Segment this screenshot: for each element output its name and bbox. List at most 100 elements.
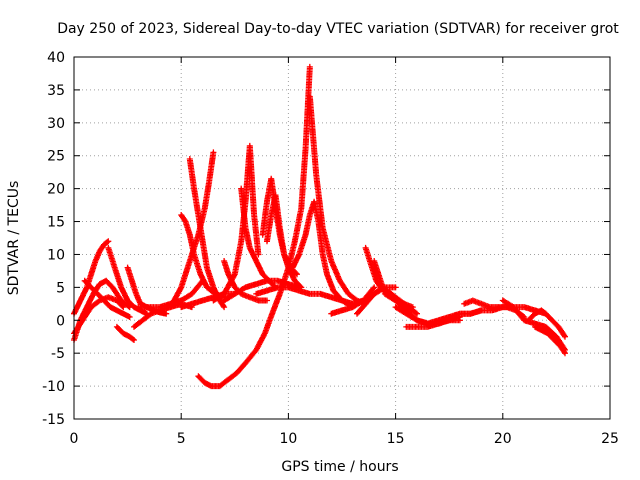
x-tick-label: 0 — [70, 431, 79, 447]
data-point — [94, 259, 97, 263]
data-point — [122, 312, 125, 315]
data-point — [257, 253, 260, 256]
data-point — [308, 292, 312, 296]
data-point — [295, 273, 299, 276]
data-point — [332, 289, 335, 292]
data-point — [222, 292, 226, 296]
data-point — [497, 305, 500, 309]
data-point — [265, 299, 269, 302]
data-point — [394, 299, 397, 302]
x-tick-label: 20 — [494, 431, 512, 447]
data-point — [201, 299, 204, 302]
series-arc-35 — [532, 323, 568, 357]
data-point — [480, 309, 483, 312]
data-point — [113, 266, 116, 269]
data-point — [212, 286, 215, 289]
data-point — [330, 296, 333, 299]
data-point — [563, 351, 567, 355]
data-point — [325, 273, 329, 276]
x-tick-label: 15 — [387, 431, 405, 447]
data-point — [107, 246, 110, 250]
data-point — [111, 286, 114, 289]
data-point — [308, 95, 312, 98]
data-point — [540, 328, 543, 332]
data-point — [134, 292, 138, 296]
tick-layer: 0 5 10 15 20 25 -15 -10 -5 0 5 10 15 20 25 30 35 40 — [42, 50, 619, 447]
data-point — [312, 200, 316, 203]
data-point — [210, 384, 213, 388]
data-point — [192, 253, 196, 256]
data-point — [180, 299, 183, 302]
data-point — [338, 279, 342, 282]
data-point — [330, 259, 333, 263]
data-point — [471, 299, 474, 302]
data-point — [512, 305, 515, 309]
data-point — [394, 286, 397, 289]
data-point — [523, 305, 526, 309]
data-point — [115, 325, 119, 329]
data-point — [141, 319, 144, 322]
data-point — [104, 279, 108, 282]
data-point — [184, 220, 187, 223]
data-point — [330, 312, 333, 315]
data-point — [205, 286, 209, 289]
y-tick-label: 40 — [47, 50, 65, 66]
y-tick-label: -10 — [42, 379, 65, 395]
data-point — [222, 305, 226, 309]
data-point — [233, 286, 236, 289]
data-point — [119, 286, 123, 289]
data-point — [557, 325, 560, 329]
data-point — [244, 226, 247, 230]
data-point — [233, 292, 236, 296]
data-point — [340, 299, 344, 302]
grid-layer — [74, 57, 610, 419]
data-point — [115, 299, 119, 302]
y-tick-label: 10 — [47, 247, 65, 263]
data-point — [122, 305, 125, 309]
data-point — [265, 289, 269, 292]
data-point — [203, 207, 206, 210]
data-point — [405, 325, 408, 329]
y-tick-label: 5 — [56, 280, 65, 296]
data-point — [240, 240, 243, 243]
data-point — [192, 187, 196, 190]
data-point — [188, 259, 191, 263]
data-point — [89, 286, 93, 289]
data-point — [132, 305, 136, 309]
data-point — [265, 200, 269, 203]
data-point — [291, 266, 294, 269]
data-point — [527, 319, 530, 322]
data-point — [265, 279, 269, 282]
data-point — [293, 279, 297, 282]
data-point — [480, 302, 483, 306]
data-point — [415, 319, 419, 322]
data-point — [437, 322, 440, 325]
data-point — [308, 65, 312, 69]
data-point — [381, 286, 384, 289]
data-point — [227, 378, 230, 381]
data-point — [199, 273, 202, 276]
data-point — [164, 312, 168, 315]
data-point — [377, 273, 380, 276]
data-point — [375, 279, 378, 282]
data-point — [212, 151, 215, 154]
data-point — [89, 273, 93, 276]
data-point — [276, 279, 279, 282]
data-point — [278, 292, 282, 296]
data-point — [102, 299, 106, 302]
data-point — [340, 309, 344, 312]
y-tick-label: 15 — [47, 215, 65, 231]
data-point — [411, 305, 414, 309]
data-point — [458, 312, 462, 315]
data-point — [372, 259, 376, 263]
data-point — [81, 319, 84, 322]
data-point — [180, 213, 183, 217]
data-point — [201, 240, 204, 243]
data-point — [83, 279, 86, 282]
data-point — [297, 289, 301, 292]
series-arc-5 — [81, 277, 133, 320]
data-point — [122, 332, 125, 335]
series-arc-13 — [178, 290, 238, 311]
data-point — [278, 226, 282, 230]
